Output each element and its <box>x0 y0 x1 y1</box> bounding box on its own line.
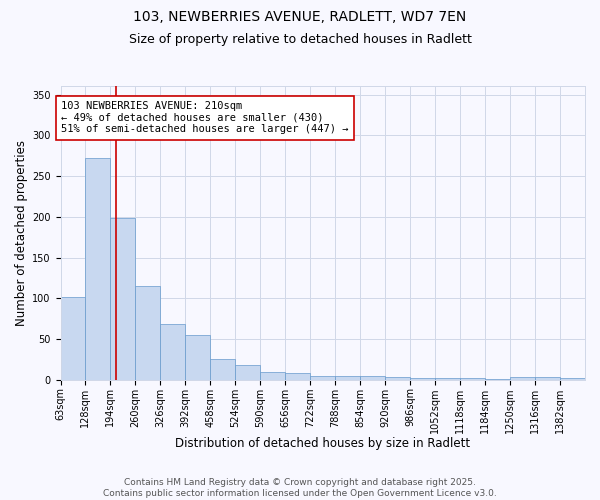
Bar <box>135 286 160 380</box>
Bar <box>160 324 185 380</box>
Bar <box>260 372 285 380</box>
Bar <box>235 365 260 380</box>
Bar <box>335 376 360 380</box>
Bar <box>185 335 210 380</box>
Bar <box>385 378 410 380</box>
Text: 103 NEWBERRIES AVENUE: 210sqm
← 49% of detached houses are smaller (430)
51% of : 103 NEWBERRIES AVENUE: 210sqm ← 49% of d… <box>61 101 349 134</box>
Bar <box>61 296 85 380</box>
Text: Size of property relative to detached houses in Radlett: Size of property relative to detached ho… <box>128 32 472 46</box>
Text: Contains HM Land Registry data © Crown copyright and database right 2025.
Contai: Contains HM Land Registry data © Crown c… <box>103 478 497 498</box>
X-axis label: Distribution of detached houses by size in Radlett: Distribution of detached houses by size … <box>175 437 470 450</box>
Text: 103, NEWBERRIES AVENUE, RADLETT, WD7 7EN: 103, NEWBERRIES AVENUE, RADLETT, WD7 7EN <box>133 10 467 24</box>
Bar <box>410 378 435 380</box>
Bar <box>435 378 460 380</box>
Bar <box>110 218 135 380</box>
Bar <box>310 376 335 380</box>
Bar <box>285 373 310 380</box>
Bar <box>360 376 385 380</box>
Bar <box>460 378 485 380</box>
Bar <box>510 378 535 380</box>
Y-axis label: Number of detached properties: Number of detached properties <box>15 140 28 326</box>
Bar <box>210 360 235 380</box>
Bar <box>560 378 585 380</box>
Bar <box>535 378 560 380</box>
Bar <box>485 379 510 380</box>
Bar <box>85 158 110 380</box>
